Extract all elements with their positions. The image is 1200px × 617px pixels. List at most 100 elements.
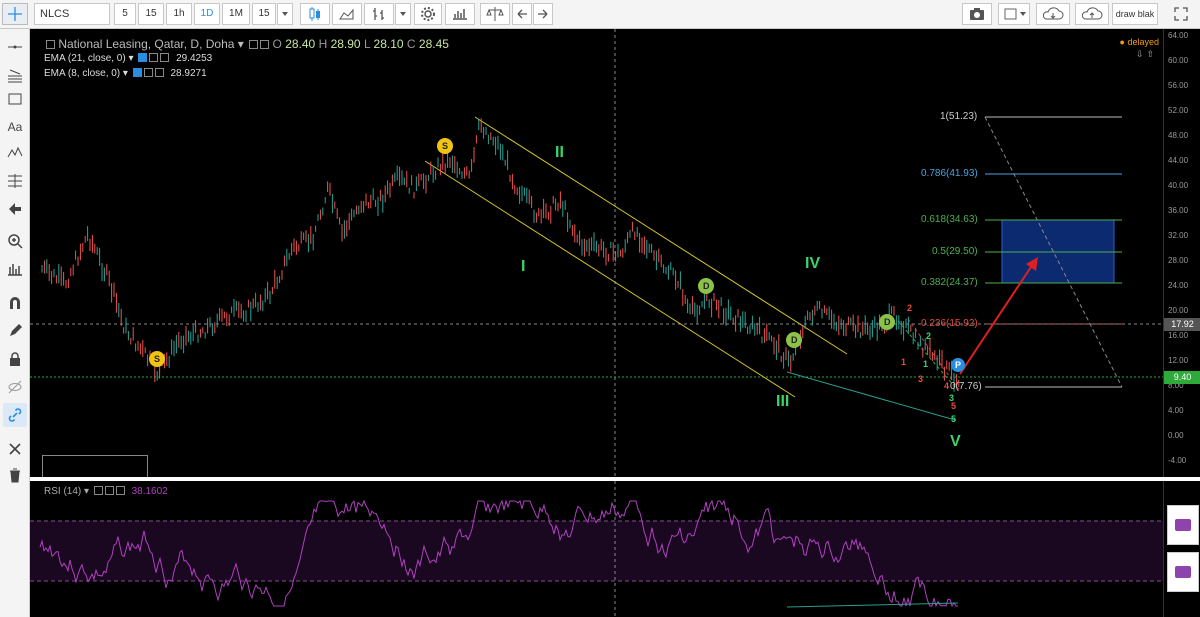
- eye-icon[interactable]: [132, 68, 142, 77]
- fib-label-0786: 0.786(41.93): [921, 168, 978, 179]
- layout-select-icon[interactable]: [998, 3, 1030, 25]
- cursor-line-icon[interactable]: [3, 35, 27, 59]
- ohlc-open: 28.40: [285, 37, 316, 51]
- chart-title[interactable]: National Leasing, Qatar, D, Doha: [58, 37, 235, 51]
- interval-dropdown-button[interactable]: [277, 3, 293, 25]
- eye-icon[interactable]: [3, 375, 27, 399]
- settings-icon[interactable]: [143, 68, 153, 77]
- eye-icon[interactable]: [138, 53, 148, 62]
- gear-icon[interactable]: [414, 3, 442, 25]
- ohlc-l-label: L: [363, 37, 371, 51]
- eye-icon[interactable]: [93, 486, 103, 495]
- wave-i-label[interactable]: I: [521, 258, 526, 275]
- redo-icon[interactable]: [533, 3, 553, 25]
- rsi-legend[interactable]: RSI (14) ▾ 38.1602: [44, 486, 168, 497]
- cloud-load-icon[interactable]: [1036, 3, 1070, 25]
- chart-type-dropdown-button[interactable]: [395, 3, 411, 25]
- trash-icon[interactable]: [3, 463, 27, 487]
- remove-drawings-icon[interactable]: [3, 437, 27, 461]
- wave-iv-label[interactable]: IV: [805, 255, 821, 272]
- close-icon[interactable]: [160, 53, 170, 62]
- close-icon[interactable]: [115, 486, 125, 495]
- area-chart-icon[interactable]: [332, 3, 362, 25]
- interval-1h-button[interactable]: 1h: [166, 3, 192, 25]
- wave-iii-label[interactable]: III: [776, 393, 790, 410]
- crosshair-price-tag: 17.92: [1164, 318, 1200, 331]
- pencil-icon[interactable]: [3, 319, 27, 343]
- arrow-back-icon[interactable]: [3, 197, 27, 221]
- pane-divider[interactable]: [30, 477, 1200, 481]
- cloud-save-icon[interactable]: [1075, 3, 1109, 25]
- rsi-axis[interactable]: [1163, 481, 1200, 617]
- magnet-icon[interactable]: [3, 291, 27, 315]
- subwave-label: 3: [918, 374, 924, 384]
- elliott-channel[interactable]: [424, 116, 848, 398]
- hide-icon[interactable]: [260, 40, 270, 49]
- price-chart-pane[interactable]: S S D D D P National Leasing, Qatar, D, …: [30, 29, 1163, 477]
- compare-icon[interactable]: [480, 3, 510, 25]
- chart-markers[interactable]: [149, 138, 965, 372]
- indicators-icon[interactable]: [445, 3, 475, 25]
- text-tool-icon[interactable]: Aa: [7, 120, 23, 134]
- collapse-icon[interactable]: [46, 40, 55, 49]
- interval-5-button[interactable]: 5: [114, 3, 136, 25]
- lock-icon[interactable]: [3, 347, 27, 371]
- pane-controls-icon[interactable]: ⇩⇧: [1135, 49, 1157, 59]
- wave-v-label[interactable]: V: [950, 433, 961, 450]
- ohlc-o-label: O: [272, 37, 282, 51]
- rsi-canvas: [30, 481, 1163, 617]
- candles-icon[interactable]: [300, 3, 330, 25]
- marker-p: P: [955, 360, 962, 370]
- camera-icon[interactable]: [962, 3, 992, 25]
- interval-1d-button[interactable]: 1D: [194, 3, 220, 25]
- price-axis[interactable]: 64.00 60.00 56.00 52.00 48.00 44.00 40.0…: [1163, 29, 1200, 477]
- divergence-line[interactable]: [786, 371, 956, 421]
- interval-15-custom-button[interactable]: 15: [252, 3, 276, 25]
- horizontal-lines-icon[interactable]: [3, 63, 27, 87]
- rsi-pane[interactable]: RSI (14) ▾ 38.1602: [30, 481, 1163, 617]
- side-panel-toggle-1[interactable]: [1167, 505, 1199, 545]
- layout-name-button[interactable]: draw blak: [1112, 3, 1158, 25]
- ema8-value: 28.9271: [170, 68, 207, 79]
- price-tick: 4.00: [1168, 406, 1184, 415]
- crosshair-tool-button[interactable]: [2, 3, 28, 25]
- top-toolbar: NLCS 5 15 1h 1D 1M 15: [0, 0, 1200, 29]
- settings-icon[interactable]: [104, 486, 114, 495]
- rectangle-icon[interactable]: [3, 87, 27, 111]
- ema8-label: EMA (8, close, 0): [44, 68, 121, 79]
- price-tick: 20.00: [1168, 306, 1189, 315]
- projection-arrow[interactable]: [959, 257, 1038, 375]
- zoom-icon[interactable]: [3, 229, 27, 253]
- subwave-label: 2: [907, 303, 913, 313]
- subwave-label: 5: [951, 401, 957, 411]
- undo-icon[interactable]: [512, 3, 532, 25]
- wave-ii-label[interactable]: II: [555, 144, 564, 161]
- close-icon[interactable]: [154, 68, 164, 77]
- fullscreen-icon[interactable]: [1164, 3, 1198, 25]
- elliott-wave-icon[interactable]: [3, 141, 27, 165]
- price-tick: 0.00: [1168, 431, 1184, 440]
- fib-retracement-lines[interactable]: [984, 116, 1123, 388]
- side-panel-toggle-2[interactable]: [1167, 552, 1199, 592]
- ema21-label: EMA (21, close, 0): [44, 53, 126, 64]
- measure-icon[interactable]: [3, 257, 27, 281]
- price-tick: 12.00: [1168, 356, 1189, 365]
- bars-chart-icon[interactable]: [364, 3, 394, 25]
- drawing-toolbar: Aa: [0, 29, 30, 617]
- interval-15-button[interactable]: 15: [138, 3, 164, 25]
- symbol-search-input[interactable]: NLCS: [34, 3, 110, 25]
- ema21-legend[interactable]: EMA (21, close, 0) ▾ 29.4253: [44, 53, 213, 64]
- price-chart-canvas: [30, 29, 1163, 477]
- timeline-navigator[interactable]: [42, 455, 148, 477]
- settings-icon[interactable]: [149, 53, 159, 62]
- fib-retracement-icon[interactable]: [3, 169, 27, 193]
- price-tick: 48.00: [1168, 131, 1189, 140]
- price-tick: 44.00: [1168, 156, 1189, 165]
- settings-icon[interactable]: [249, 40, 259, 49]
- interval-1m-button[interactable]: 1M: [222, 3, 250, 25]
- rsi-divergence-line[interactable]: [786, 602, 959, 608]
- ema8-legend[interactable]: EMA (8, close, 0) ▾ 28.9271: [44, 68, 207, 79]
- link-icon[interactable]: [3, 403, 27, 427]
- ohlc-low: 28.10: [373, 37, 404, 51]
- fib-label-05: 0.5(29.50): [932, 246, 978, 257]
